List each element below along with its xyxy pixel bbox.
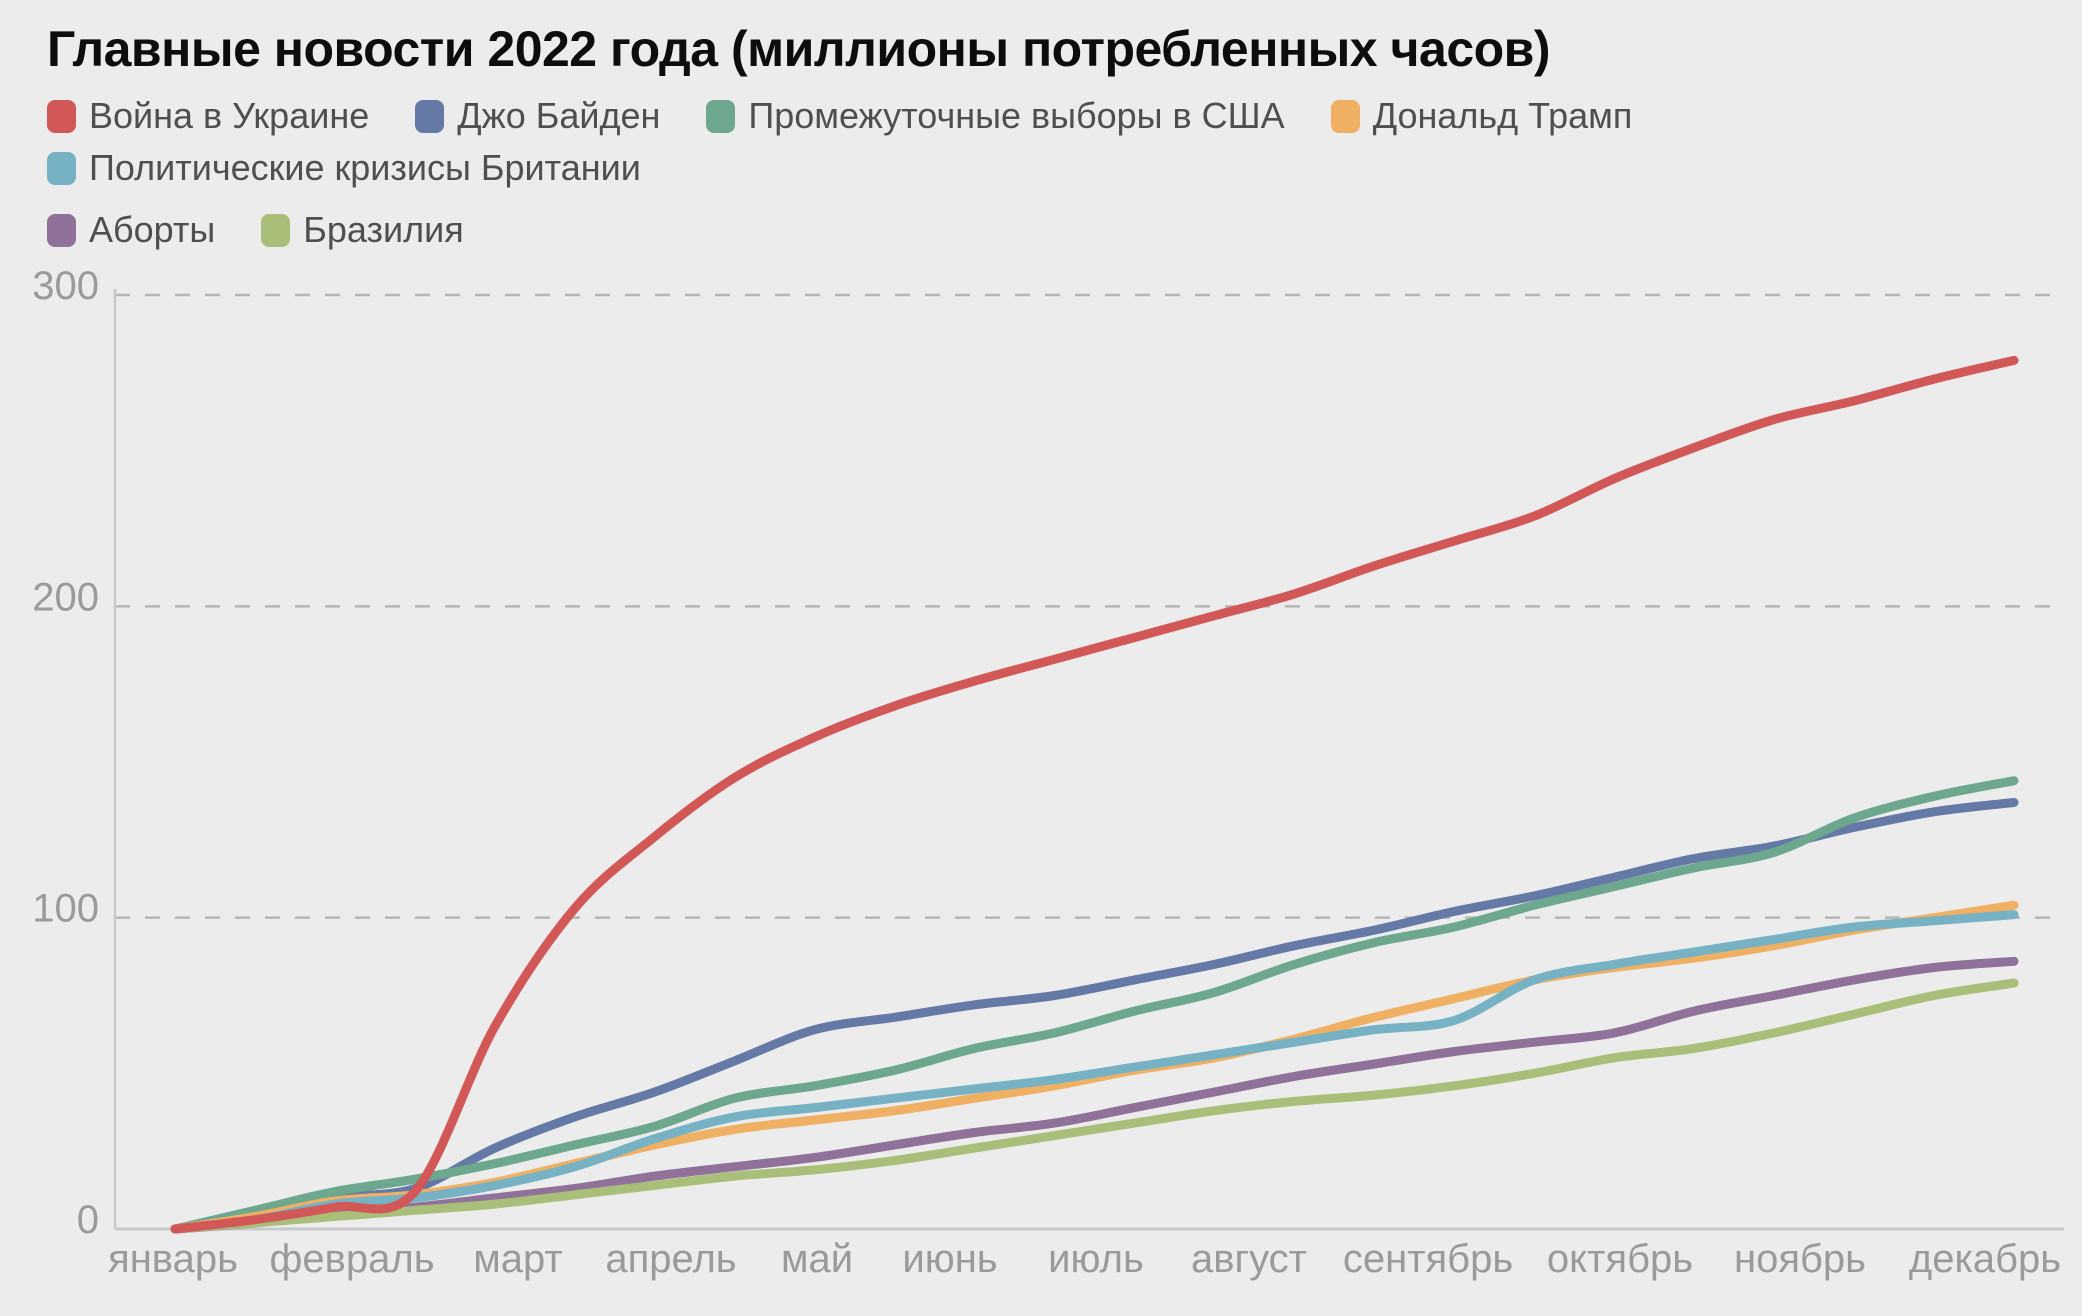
legend-label-us-midterms: Промежуточные выборы в США — [748, 95, 1285, 136]
series-line-uk-political-crises — [170, 910, 2019, 1234]
legend-item-joe-biden: Джо Байден — [415, 95, 660, 137]
series-line-abortion — [170, 956, 2019, 1234]
legend-label-uk-political-crises: Политические кризисы Британии — [89, 147, 641, 188]
legend-item-donald-trump: Дональд Трамп — [1330, 95, 1633, 137]
x-tick-label-11: ноябрь — [1734, 1237, 1866, 1281]
legend-swatch-us-midterms — [706, 99, 736, 133]
legend-label-brazil: Бразилия — [303, 209, 464, 250]
x-tick-label-10: октябрь — [1547, 1237, 1693, 1281]
legend-swatch-war-ukraine — [47, 99, 76, 133]
legend-item-uk-political-crises: Политические кризисы Британии — [47, 147, 641, 189]
legend-item-abortion: Аборты — [47, 209, 215, 251]
legend-label-joe-biden: Джо Байден — [457, 95, 661, 136]
x-tick-label-4: апрель — [605, 1237, 736, 1281]
x-tick-label-5: май — [781, 1237, 853, 1281]
x-tick-label-1: январь — [108, 1237, 238, 1281]
x-tick-label-7: июль — [1048, 1237, 1144, 1281]
x-tick-label-9: сентябрь — [1343, 1237, 1513, 1281]
legend-label-war-ukraine: Война в Украине — [89, 95, 370, 136]
x-tick-label-6: июнь — [902, 1237, 997, 1281]
line-chart: 0 100 200 300 январь февраль март апрель май июнь… — [0, 216, 2082, 1316]
series-line-joe-biden — [170, 798, 2019, 1234]
y-tick-label-0: 0 — [77, 1198, 99, 1242]
legend: Война в Украине Джо Байден Промежуточные в… — [47, 95, 2042, 251]
legend-swatch-abortion — [47, 213, 76, 247]
legend-swatch-brazil — [261, 213, 291, 247]
legend-swatch-uk-political-crises — [47, 151, 76, 185]
legend-swatch-donald-trump — [1330, 99, 1360, 133]
x-tick-label-2: февраль — [269, 1237, 434, 1281]
series-line-war-ukraine — [170, 355, 2019, 1234]
legend-label-abortion: Аборты — [89, 209, 216, 250]
x-tick-label-8: август — [1191, 1237, 1307, 1281]
series-line-us-midterms — [170, 776, 2019, 1234]
series-line-brazil — [170, 978, 2019, 1234]
chart-title: Главные новости 2022 года (миллионы потр… — [47, 21, 1551, 77]
chart-canvas: 0 100 200 300 январь февраль март апрель май июнь… — [32, 264, 2064, 1281]
header: Главные новости 2022 года (миллионы потр… — [0, 0, 2082, 77]
y-tick-label-300: 300 — [32, 264, 99, 308]
legend-item-brazil: Бразилия — [261, 209, 464, 251]
x-tick-label-12: декабрь — [1909, 1237, 2061, 1281]
series-line-donald-trump — [170, 900, 2019, 1234]
legend-label-donald-trump: Дональд Трамп — [1372, 95, 1633, 136]
legend-item-war-ukraine: Война в Украине — [47, 95, 369, 137]
legend-swatch-joe-biden — [415, 99, 445, 133]
y-tick-label-100: 100 — [32, 887, 99, 931]
legend-item-us-midterms: Промежуточные выборы в США — [706, 95, 1285, 137]
x-tick-label-3: март — [473, 1237, 562, 1281]
y-tick-label-200: 200 — [32, 575, 99, 619]
